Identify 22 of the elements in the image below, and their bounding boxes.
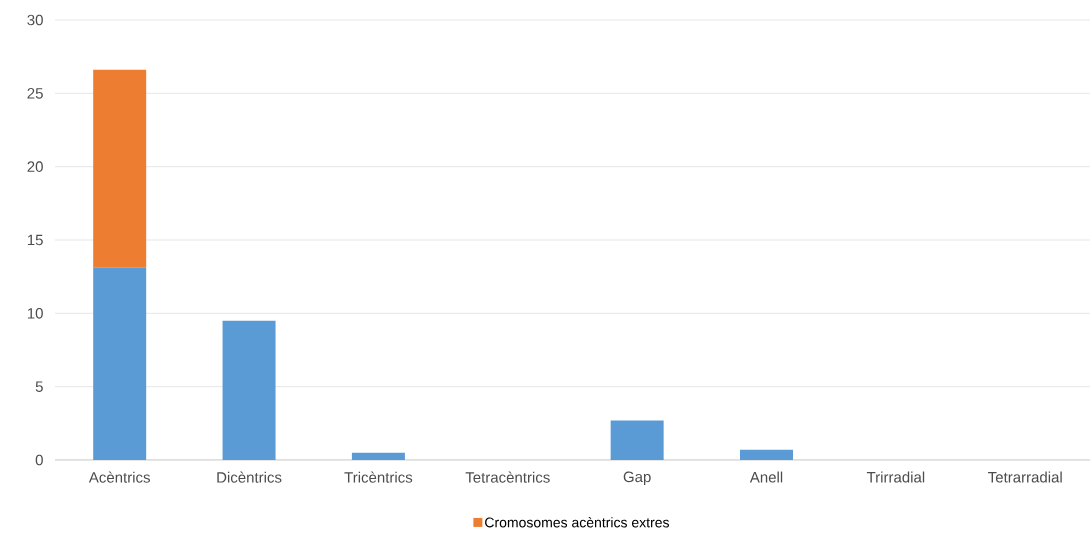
y-tick-label: 25 xyxy=(27,88,43,99)
y-tick-label: 0 xyxy=(35,454,43,466)
y-tick-label: 20 xyxy=(27,161,43,172)
x-tick-label: Acèntrics xyxy=(88,471,150,483)
bar xyxy=(222,320,276,460)
legend-label: Cromosomes acèntrics extres xyxy=(485,516,669,528)
x-tick-label: Tricèntrics xyxy=(344,471,413,483)
x-tick-label: Gap xyxy=(623,471,651,486)
y-tick-label: 15 xyxy=(27,234,43,246)
bar xyxy=(610,420,664,460)
x-tick-label: Tetracèntrics xyxy=(465,471,550,483)
x-tick-label: Tetrarradial xyxy=(988,471,1062,483)
bar xyxy=(351,452,405,460)
bar xyxy=(93,267,147,460)
bar xyxy=(740,449,794,460)
y-tick-label: 10 xyxy=(27,308,43,319)
bar xyxy=(93,69,147,268)
y-tick-label: 5 xyxy=(35,381,43,392)
x-tick-label: Anell xyxy=(749,471,783,483)
y-tick-label: 30 xyxy=(27,14,43,26)
x-tick-label: Trirradial xyxy=(866,471,925,483)
x-tick-label: Dicèntrics xyxy=(217,471,282,483)
